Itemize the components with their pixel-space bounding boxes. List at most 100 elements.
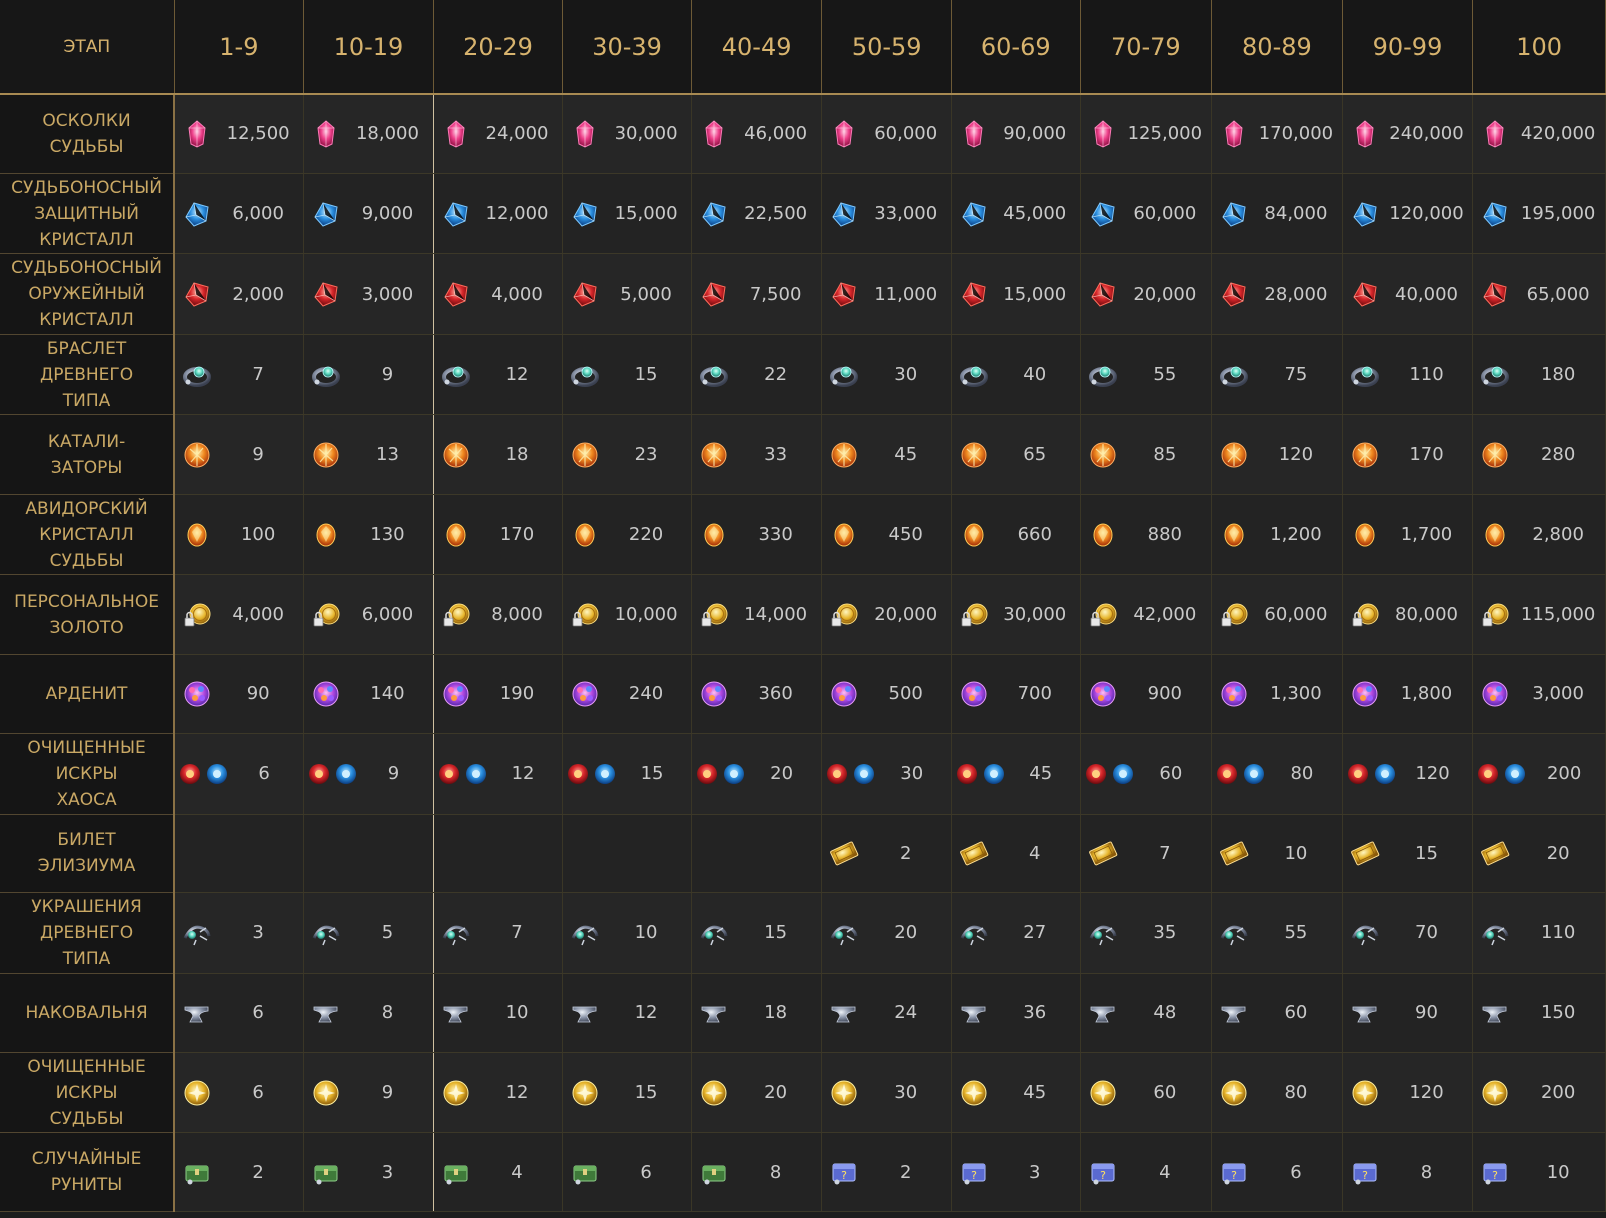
- reward-amount: 42,000: [1133, 604, 1197, 625]
- reward-cell: 40: [951, 334, 1081, 416]
- destiny-weapon-crystal-icon: [1473, 279, 1517, 309]
- reward-amount: 15,000: [1003, 283, 1067, 305]
- reward-amount: 130: [370, 524, 405, 546]
- reward-amount: 30: [894, 364, 918, 386]
- anvil-icon: [1473, 998, 1517, 1028]
- anvil-icon: [822, 998, 866, 1028]
- reward-amount: 5,000: [620, 283, 672, 305]
- table-row: УКРАШЕНИЯ ДРЕВНЕГО ТИПА 3 5 7 10 15 20 27 35 55 70…: [0, 892, 1606, 974]
- reward-amount: 60: [1284, 1002, 1308, 1024]
- reward-cell: 200: [1472, 1052, 1606, 1134]
- reward-cell: 360: [691, 654, 823, 735]
- catalyst-icon: [1473, 440, 1517, 470]
- reward-cell: 90: [174, 654, 305, 735]
- reward-cell: 60: [1080, 1052, 1213, 1134]
- reward-amount: 360: [758, 683, 793, 705]
- elysium-ticket-icon: [952, 838, 996, 868]
- reward-cell: 3: [174, 892, 305, 974]
- destiny-sparks-icon: [822, 1078, 866, 1108]
- destiny-guardian-crystal-icon: [692, 199, 736, 229]
- reward-amount: 12: [511, 763, 535, 785]
- chaos-sparks-icon: [1081, 759, 1141, 789]
- stage-header-20-29: 20-29: [433, 0, 564, 95]
- reward-amount: 2: [252, 1161, 264, 1183]
- ancient-bracelet-icon: [175, 360, 219, 390]
- reward-amount: 45: [1023, 1082, 1047, 1104]
- ancient-bracelet-icon: [1343, 360, 1387, 390]
- reward-cell: 13: [303, 414, 434, 495]
- table-row: ОСКОЛКИ СУДЬБЫ 12,500 18,000 24,000 30,000 46…: [0, 94, 1606, 174]
- reward-amount: 20: [1546, 842, 1570, 864]
- reward-amount: 15,000: [614, 203, 678, 225]
- reward-amount: 12: [505, 1082, 529, 1104]
- anvil-icon: [1212, 998, 1256, 1028]
- reward-amount: 1,700: [1400, 524, 1453, 546]
- reward-cell: 60: [1211, 973, 1343, 1054]
- reward-cell: 4: [433, 1132, 564, 1212]
- bound-gold-icon: [434, 600, 478, 630]
- reward-amount: 30: [894, 1082, 918, 1104]
- destiny-weapon-crystal-icon: [822, 279, 866, 309]
- destiny-sparks-icon: [952, 1078, 996, 1108]
- destiny-weapon-crystal-icon: [1212, 279, 1256, 309]
- reward-amount: 110: [1409, 364, 1444, 386]
- svg-text:?: ?: [1492, 1169, 1498, 1182]
- reward-amount: 2: [899, 842, 912, 864]
- reward-amount: 9: [381, 364, 394, 386]
- reward-cell: 8: [691, 1132, 823, 1212]
- reward-cell: 90,000: [951, 94, 1081, 174]
- reward-cell: 36: [951, 973, 1081, 1054]
- reward-amount: 6,000: [361, 604, 414, 625]
- reward-cell: 33,000: [821, 173, 952, 255]
- svg-text:?: ?: [842, 1169, 848, 1182]
- destiny-guardian-crystal-icon: [304, 199, 348, 229]
- reward-amount: 500: [888, 683, 923, 705]
- destiny-weapon-crystal-icon: [952, 279, 996, 309]
- destiny-shard-icon: [1343, 119, 1387, 149]
- reward-amount: 18: [505, 444, 529, 466]
- ardenite-icon: [1081, 679, 1125, 709]
- reward-amount: 4: [511, 1161, 523, 1183]
- reward-amount: 4: [1159, 1161, 1171, 1183]
- destiny-guardian-crystal-icon: [1081, 199, 1125, 229]
- bound-gold-icon: [563, 600, 607, 630]
- chaos-sparks-icon: [1473, 759, 1533, 789]
- ancient-accessory-icon: [952, 918, 996, 948]
- destiny-weapon-crystal-icon: [304, 279, 348, 309]
- svg-text:?: ?: [1100, 1169, 1106, 1182]
- reward-cell: 9: [303, 334, 434, 416]
- anvil-icon: [175, 998, 219, 1028]
- reward-amount: 12,000: [485, 203, 549, 225]
- reward-cell: 30: [821, 733, 952, 815]
- reward-cell: 5: [303, 892, 434, 974]
- reward-cell: 9: [303, 733, 434, 815]
- reward-amount: 10: [1546, 1161, 1570, 1183]
- reward-cell: 190: [433, 654, 564, 735]
- reward-cell: 110: [1342, 334, 1474, 416]
- reward-amount: 450: [888, 524, 923, 546]
- reward-cell: 15: [562, 334, 692, 416]
- anvil-icon: [692, 998, 736, 1028]
- destiny-weapon-crystal-icon: [563, 279, 607, 309]
- reward-amount: 100: [240, 524, 276, 546]
- stage-header: ЭТАП: [0, 0, 175, 95]
- reward-amount: 84,000: [1264, 203, 1328, 225]
- bound-gold-icon: [822, 600, 866, 630]
- reward-cell: ? 2: [821, 1132, 952, 1212]
- abidos-crystal-icon: [952, 520, 996, 550]
- bound-gold-icon: [952, 600, 996, 630]
- svg-text:?: ?: [971, 1169, 977, 1182]
- reward-amount: 5: [381, 922, 394, 944]
- reward-amount: 60,000: [1264, 604, 1328, 625]
- reward-cell: [174, 814, 305, 894]
- table-row: СУДЬБОНОСНЫЙ ОРУЖЕЙНЫЙ КРИСТАЛЛ 2,000 3,00…: [0, 253, 1606, 335]
- reward-cell: 60: [1080, 733, 1213, 815]
- ancient-bracelet-icon: [822, 360, 866, 390]
- reward-cell: 30,000: [951, 574, 1081, 655]
- reward-amount: 120,000: [1389, 203, 1464, 225]
- abidos-crystal-icon: [1081, 520, 1125, 550]
- reward-amount: 18: [764, 1002, 788, 1024]
- reward-amount: 8: [381, 1002, 394, 1024]
- reward-amount: 30,000: [614, 123, 678, 145]
- reward-amount: 15: [640, 763, 664, 785]
